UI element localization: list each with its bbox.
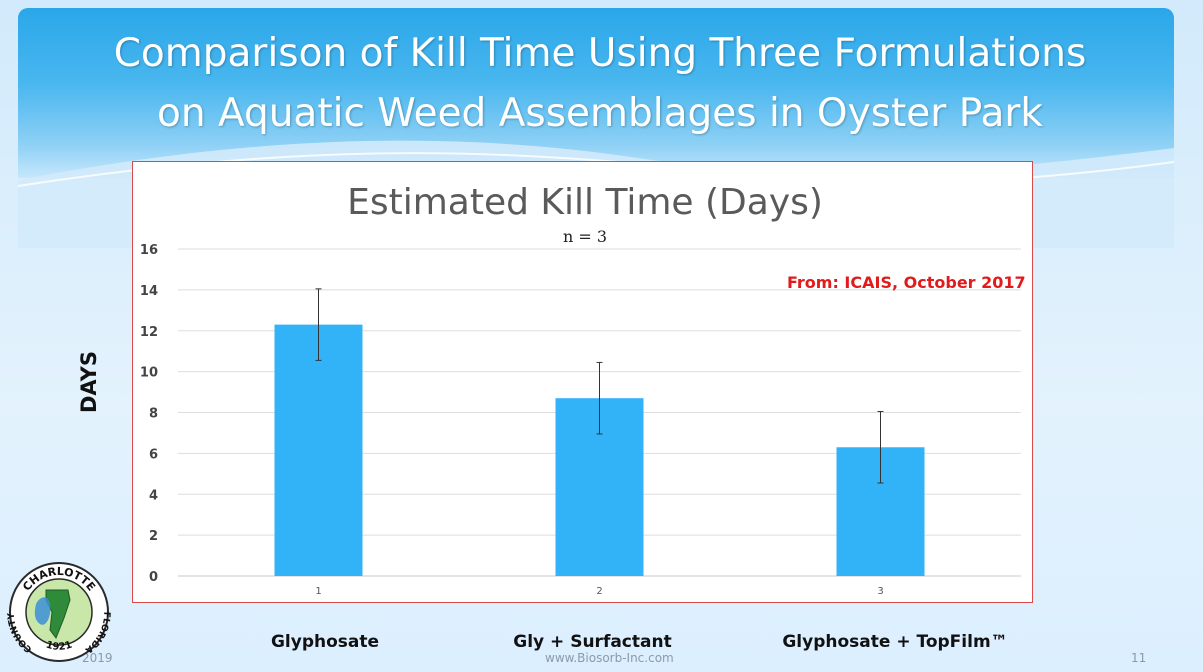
y-tick-label-4: 4 [149, 488, 158, 503]
x-tick-label-2: 2 [596, 586, 602, 597]
chart-subtitle: n = 3 [563, 227, 607, 246]
category-label-glyphosate: Glyphosate [270, 632, 380, 652]
footer-page-number: 11 [1131, 651, 1147, 665]
footer-website: www.Biosorb-Inc.com [545, 651, 674, 665]
category-label-glyphosate-topfilm: Glyphosate + TopFilm™ [782, 632, 1008, 652]
y-tick-label-2: 2 [149, 529, 158, 544]
y-tick-label-6: 6 [149, 447, 158, 462]
y-tick-label-10: 10 [140, 366, 158, 381]
slide-title-line-1: Comparison of Kill Time Using Three Form… [113, 31, 1087, 76]
slide-title-line-2: on Aquatic Weed Assemblages in Oyster Pa… [156, 91, 1044, 136]
x-tick-label-1: 1 [315, 586, 321, 597]
logo-text-bottom: 1921 [44, 640, 73, 653]
y-tick-label-12: 12 [140, 325, 158, 340]
charlotte-county-seal-icon: CHARLOTTE COUNTY FLORIDA 1921 [7, 562, 111, 662]
chart-frame: Estimated Kill Time (Days) n = 3 0 2 4 6 8 10 12… [132, 161, 1033, 603]
category-label-gly-surfactant: Gly + Surfactant [513, 632, 672, 652]
y-tick-label-14: 14 [140, 284, 158, 299]
y-tick-label-8: 8 [149, 407, 158, 422]
chart-title: Estimated Kill Time (Days) [347, 182, 823, 223]
x-tick-label-3: 3 [877, 586, 883, 597]
footer-year: 2019 [82, 651, 113, 665]
bar-1 [274, 324, 363, 576]
source-note: From: ICAIS, October 2017 [787, 273, 1026, 292]
y-axis-label: DAYS [77, 351, 101, 414]
y-tick-label-16: 16 [140, 243, 158, 258]
y-tick-label-0: 0 [149, 570, 158, 585]
bar-chart: Estimated Kill Time (Days)n = 3024681012… [140, 182, 1021, 597]
slide-title: Comparison of Kill Time Using Three Form… [30, 24, 1170, 144]
